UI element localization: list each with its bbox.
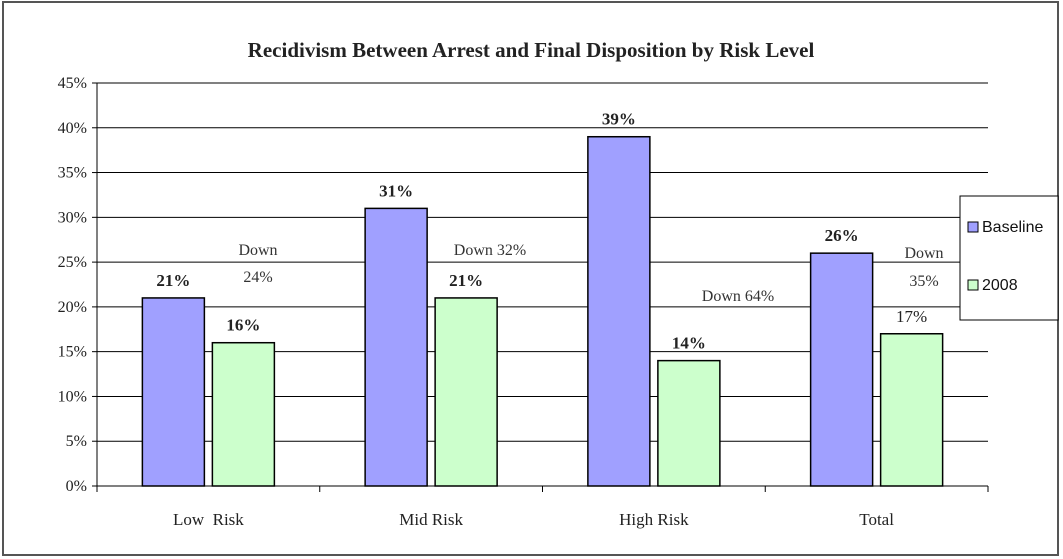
data-label: 31% [379, 181, 413, 200]
y-tick-label: 5% [66, 433, 87, 450]
category-label: Low Risk [173, 510, 244, 529]
data-label: 16% [226, 316, 260, 335]
y-tick-label: 45% [58, 75, 87, 92]
bar-baseline [587, 135, 651, 487]
category-label: Mid Risk [399, 510, 463, 529]
annotation: Down 64% [702, 288, 774, 305]
data-label: 26% [825, 226, 859, 245]
annotation: Down [238, 242, 277, 259]
data-label: 21% [449, 271, 483, 290]
legend-swatch [967, 279, 979, 291]
data-label: 21% [156, 271, 190, 290]
bar-2008 [434, 297, 498, 487]
annotation: Down 32% [454, 242, 526, 259]
legend-label: 2008 [982, 277, 1018, 294]
y-tick-label: 40% [58, 120, 87, 137]
category-label: Total [859, 510, 894, 529]
y-tick-label: 0% [66, 478, 87, 495]
y-tick-label: 30% [58, 209, 87, 226]
bar-2008 [211, 341, 276, 487]
y-tick-label: 20% [58, 299, 87, 316]
data-label: 14% [672, 334, 706, 353]
data-label: 17% [896, 307, 927, 326]
bar-baseline [364, 207, 428, 487]
bar-2008 [879, 333, 944, 487]
legend-box [959, 195, 1059, 321]
annotation: Down [904, 245, 943, 262]
y-tick-label: 10% [58, 388, 87, 405]
bar-baseline [809, 252, 874, 487]
chart: Recidivism Between Arrest and Final Disp… [58, 38, 1059, 529]
chart-title: Recidivism Between Arrest and Final Disp… [248, 38, 815, 62]
bar-2008 [657, 359, 721, 487]
legend-label: Baseline [982, 219, 1043, 236]
legend-swatch [967, 221, 979, 233]
annotation: 24% [243, 269, 272, 286]
y-tick-label: 15% [58, 344, 87, 361]
annotation: 35% [909, 273, 938, 290]
data-label: 39% [602, 110, 636, 129]
y-tick-label: 25% [58, 254, 87, 271]
category-label: High Risk [619, 510, 689, 529]
bar-baseline [141, 297, 206, 487]
y-tick-label: 35% [58, 165, 87, 182]
